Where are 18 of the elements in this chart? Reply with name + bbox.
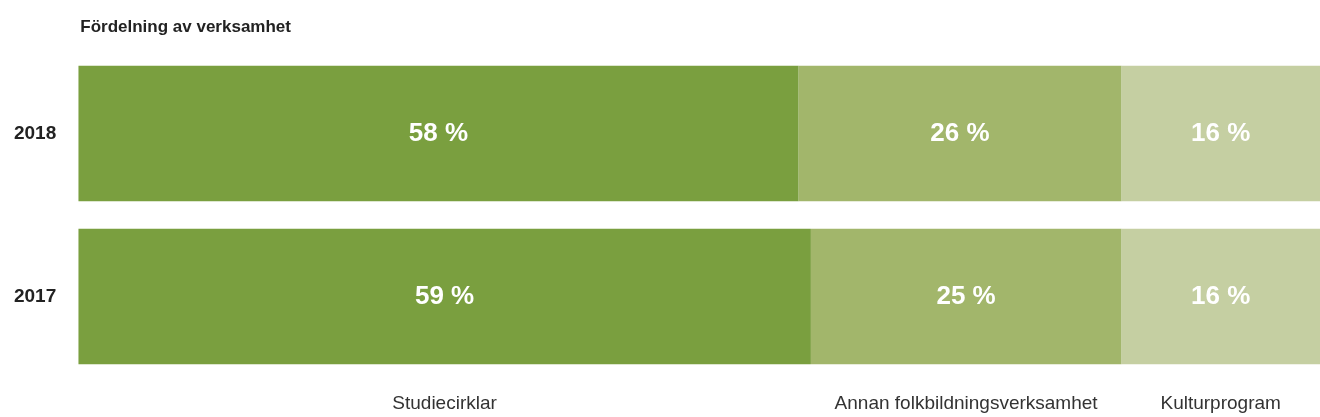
y-tick-label: 2018	[13, 121, 57, 143]
data-label: 16 %	[1191, 279, 1251, 310]
chart-title: Fördelning av verksamhet	[80, 16, 292, 36]
series-label: Kulturprogram	[1160, 392, 1281, 414]
y-tick-label: 2017	[13, 284, 57, 306]
bar	[1121, 65, 1320, 202]
bar	[78, 228, 811, 365]
bar	[78, 65, 799, 202]
bar	[798, 65, 1122, 202]
data-label: 59 %	[414, 279, 475, 310]
data-label: 16 %	[1191, 116, 1251, 147]
data-label: 25 %	[936, 279, 996, 310]
series-label: Studiecirklar	[392, 392, 498, 414]
series-label: Annan folkbildningsverksamhet	[834, 392, 1099, 414]
data-label: 58 %	[408, 116, 468, 147]
bar	[1121, 228, 1320, 365]
bar	[810, 228, 1122, 365]
data-label: 26 %	[930, 116, 990, 147]
